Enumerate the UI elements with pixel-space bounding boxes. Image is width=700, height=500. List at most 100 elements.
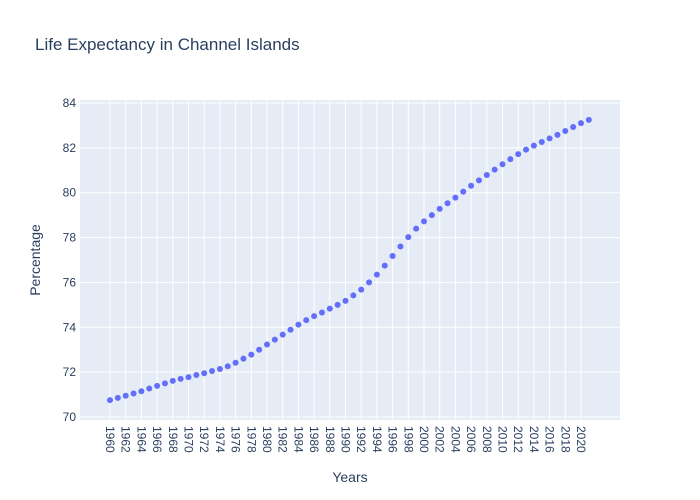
- x-tick-label: 1992: [354, 426, 368, 453]
- x-tick-label: 1962: [119, 426, 133, 453]
- data-point[interactable]: [177, 375, 184, 382]
- data-point[interactable]: [122, 392, 129, 399]
- data-point[interactable]: [201, 370, 208, 377]
- data-point[interactable]: [295, 321, 302, 328]
- x-tick-label: 1976: [229, 426, 243, 453]
- x-tick-label: 2004: [448, 426, 462, 453]
- x-tick-label: 1972: [197, 426, 211, 453]
- data-point[interactable]: [271, 336, 278, 343]
- data-point[interactable]: [546, 135, 553, 142]
- data-point[interactable]: [405, 234, 412, 241]
- data-point[interactable]: [491, 166, 498, 173]
- data-point[interactable]: [264, 341, 270, 348]
- data-point[interactable]: [366, 279, 373, 286]
- y-tick-label: 72: [63, 365, 77, 379]
- data-point[interactable]: [460, 188, 467, 195]
- data-point[interactable]: [209, 368, 216, 375]
- x-tick-labels: 1960 1962 1964 1966 1968 1970 1972 1974 1976 1978…: [103, 426, 588, 453]
- x-tick-label: 1996: [386, 426, 400, 453]
- data-point[interactable]: [138, 388, 145, 395]
- x-tick-label: 1994: [370, 426, 384, 453]
- x-tick-label: 1984: [291, 426, 305, 453]
- data-point[interactable]: [483, 171, 490, 178]
- data-point[interactable]: [146, 385, 153, 392]
- data-point[interactable]: [373, 271, 380, 278]
- data-point[interactable]: [185, 374, 192, 381]
- x-tick-label: 1968: [166, 426, 180, 453]
- x-tick-label: 1978: [244, 426, 258, 453]
- data-point[interactable]: [130, 390, 137, 397]
- data-point[interactable]: [248, 351, 255, 358]
- data-point[interactable]: [530, 142, 537, 149]
- data-point[interactable]: [287, 326, 294, 333]
- y-tick-label: 80: [63, 186, 77, 200]
- data-points: [107, 116, 592, 404]
- data-point[interactable]: [554, 131, 561, 138]
- data-point[interactable]: [507, 156, 514, 163]
- data-point[interactable]: [318, 309, 325, 316]
- x-tick-label: 2012: [511, 426, 525, 453]
- data-point[interactable]: [303, 317, 310, 324]
- plot-area: [80, 100, 620, 420]
- x-tick-label: 2006: [464, 426, 478, 453]
- data-point[interactable]: [232, 359, 239, 366]
- data-point[interactable]: [193, 372, 200, 379]
- data-point[interactable]: [578, 120, 584, 127]
- x-tick-label: 2016: [543, 426, 557, 453]
- data-point[interactable]: [358, 286, 365, 293]
- data-point[interactable]: [452, 194, 459, 201]
- data-point[interactable]: [224, 363, 231, 370]
- chart-title: Life Expectancy in Channel Islands: [35, 35, 300, 54]
- x-tick-label: 1970: [182, 426, 196, 453]
- data-point[interactable]: [475, 177, 482, 184]
- x-tick-label: 2010: [496, 426, 510, 453]
- x-tick-label: 1986: [307, 426, 321, 453]
- x-tick-label: 1998: [401, 426, 415, 453]
- data-point[interactable]: [107, 397, 113, 404]
- x-tick-label: 1966: [150, 426, 164, 453]
- data-point[interactable]: [570, 123, 577, 130]
- data-point[interactable]: [161, 380, 168, 387]
- x-tick-label: 1980: [260, 426, 274, 453]
- data-point[interactable]: [499, 161, 506, 168]
- x-tick-label: 1982: [276, 426, 290, 453]
- x-tick-label: 1960: [103, 426, 117, 453]
- data-point[interactable]: [350, 292, 357, 299]
- x-tick-label: 2014: [527, 426, 541, 453]
- data-point[interactable]: [523, 146, 530, 153]
- data-point[interactable]: [585, 116, 592, 123]
- data-point[interactable]: [428, 212, 435, 219]
- data-point[interactable]: [444, 200, 451, 207]
- x-tick-label: 2018: [558, 426, 572, 453]
- data-point[interactable]: [397, 243, 404, 250]
- x-tick-label: 1990: [339, 426, 353, 453]
- data-point[interactable]: [468, 182, 475, 189]
- data-point[interactable]: [279, 331, 286, 338]
- x-tick-label: 1988: [323, 426, 337, 453]
- data-point[interactable]: [515, 151, 522, 158]
- data-point[interactable]: [154, 382, 161, 389]
- data-point[interactable]: [326, 305, 333, 312]
- data-point[interactable]: [413, 225, 420, 232]
- data-point[interactable]: [114, 394, 121, 401]
- data-point[interactable]: [389, 252, 396, 259]
- x-tick-label: 2000: [417, 426, 431, 453]
- data-point[interactable]: [311, 313, 318, 320]
- y-tick-label: 74: [63, 320, 77, 334]
- data-point[interactable]: [334, 301, 341, 308]
- data-point[interactable]: [538, 139, 545, 146]
- data-point[interactable]: [436, 205, 443, 212]
- data-point[interactable]: [381, 262, 388, 269]
- data-point[interactable]: [256, 346, 263, 353]
- x-tick-label: 2002: [433, 426, 447, 453]
- data-point[interactable]: [421, 218, 427, 225]
- y-tick-label: 70: [63, 410, 77, 424]
- data-point[interactable]: [562, 128, 569, 135]
- data-point[interactable]: [342, 297, 349, 304]
- data-point[interactable]: [240, 355, 247, 362]
- y-axis-title: Percentage: [27, 224, 43, 296]
- data-point[interactable]: [216, 366, 223, 373]
- x-tick-label: 1974: [213, 426, 227, 453]
- data-point[interactable]: [169, 377, 176, 384]
